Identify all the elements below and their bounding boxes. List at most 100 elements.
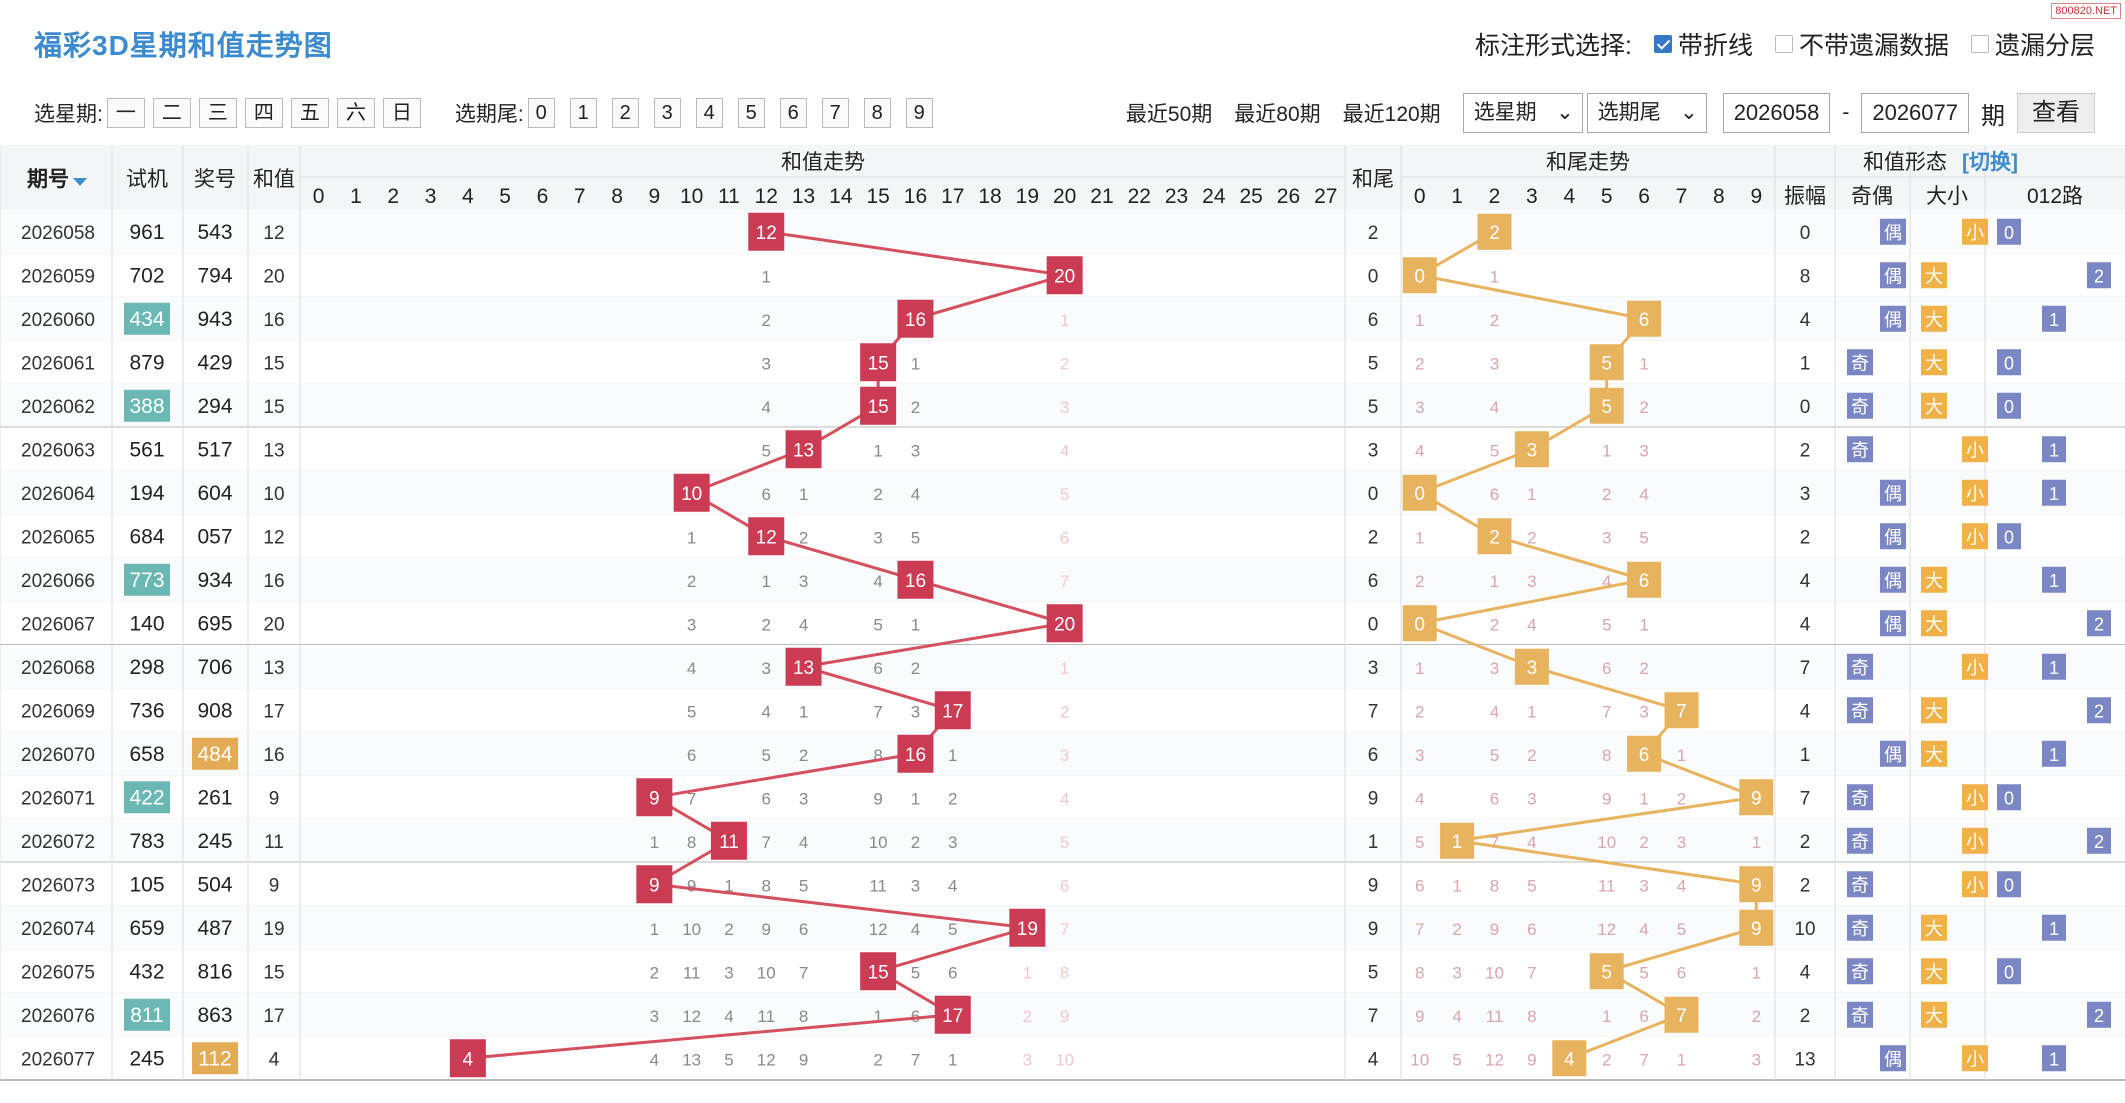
r012-badge bbox=[2087, 827, 2111, 854]
sum-miss: 11 bbox=[869, 876, 887, 895]
weekday-chip-4[interactable]: 五 bbox=[290, 98, 329, 128]
oe-badge-label: 奇 bbox=[1851, 397, 1869, 417]
query-button[interactable]: 查看 bbox=[2017, 93, 2095, 133]
oe-badge-label: 奇 bbox=[1851, 962, 1869, 982]
tail-miss: 1 bbox=[1602, 441, 1611, 460]
weekday-chip-1[interactable]: 二 bbox=[152, 98, 191, 128]
to-issue-input[interactable]: 2026077 bbox=[1861, 93, 1969, 133]
sum-miss: 5 bbox=[911, 528, 920, 547]
tail-value: 3 bbox=[1368, 440, 1379, 461]
recent-80-link[interactable]: 最近80期 bbox=[1234, 103, 1321, 126]
test-number: 879 bbox=[129, 351, 164, 374]
bs-badge-label: 大 bbox=[1925, 571, 1943, 591]
tail-chip-7[interactable]: 7 bbox=[821, 98, 849, 128]
tail-chip-0[interactable]: 0 bbox=[527, 98, 555, 128]
tail-ball-label: 1 bbox=[1452, 832, 1463, 853]
tail-ball bbox=[1514, 648, 1549, 685]
test-number: 783 bbox=[129, 830, 164, 853]
table-row bbox=[0, 688, 2125, 732]
tail-ball bbox=[1589, 344, 1624, 381]
r012-badge-label: 0 bbox=[2004, 353, 2014, 373]
tail-chip-3[interactable]: 3 bbox=[653, 98, 681, 128]
tail-select[interactable]: 选期尾 ⌄ bbox=[1586, 93, 1707, 133]
switch-link[interactable]: [切换] bbox=[1962, 150, 2018, 174]
weekday-chip-3[interactable]: 四 bbox=[244, 98, 283, 128]
tail-miss: 2 bbox=[1415, 702, 1424, 721]
tail-ball-label: 9 bbox=[1751, 919, 1762, 940]
tail-chip-5[interactable]: 5 bbox=[737, 98, 765, 128]
sum-value-header: 14 bbox=[829, 185, 853, 208]
r012-badge-label: 2 bbox=[2094, 701, 2104, 721]
tail-ball bbox=[1402, 257, 1437, 294]
oe-badge-label: 偶 bbox=[1884, 571, 1902, 591]
sum-miss: 8 bbox=[799, 1007, 808, 1026]
bs-badge bbox=[1921, 697, 1947, 724]
option-line[interactable]: 带折线 bbox=[1653, 26, 1753, 62]
win-number: 706 bbox=[197, 656, 232, 679]
sum-miss: 3 bbox=[948, 833, 957, 852]
tail-miss: 7 bbox=[1602, 702, 1611, 721]
option-no-miss[interactable]: 不带遗漏数据 bbox=[1774, 26, 1949, 62]
oe-badge bbox=[1847, 958, 1873, 985]
recent-50-link[interactable]: 最近50期 bbox=[1125, 103, 1213, 126]
table-row bbox=[0, 732, 2125, 776]
tail-chip-8[interactable]: 8 bbox=[863, 98, 891, 128]
tail-miss: 3 bbox=[1527, 789, 1536, 808]
tail-miss: 5 bbox=[1639, 963, 1648, 982]
option-layer[interactable]: 遗漏分层 bbox=[1970, 26, 2095, 62]
sort-desc-icon[interactable] bbox=[73, 178, 87, 186]
r012-badge bbox=[1997, 523, 2021, 550]
weekday-chip-0[interactable]: 一 bbox=[106, 98, 145, 128]
bs-badge-label: 小 bbox=[1966, 440, 1984, 460]
sum-miss: 8 bbox=[1060, 963, 1069, 982]
checkbox-icon[interactable] bbox=[1970, 35, 1989, 53]
tail-chip-1[interactable]: 1 bbox=[569, 98, 597, 128]
weekday-chip-5[interactable]: 六 bbox=[336, 98, 375, 128]
tail-ball bbox=[1664, 692, 1699, 729]
bs-badge bbox=[1921, 914, 1947, 941]
tail-miss: 4 bbox=[1415, 789, 1424, 808]
tail-chip-6[interactable]: 6 bbox=[779, 98, 807, 128]
sum-miss: 3 bbox=[1023, 1050, 1032, 1069]
weekday-chip-2[interactable]: 三 bbox=[198, 98, 237, 128]
weekday-chip-6[interactable]: 日 bbox=[382, 98, 421, 128]
amplitude: 2 bbox=[1800, 1006, 1811, 1027]
tail-miss: 1 bbox=[1752, 833, 1761, 852]
tail-miss: 6 bbox=[1677, 963, 1686, 982]
table-row bbox=[0, 645, 2125, 689]
tail-chip-2[interactable]: 2 bbox=[611, 98, 639, 128]
col-amp-header: 振幅 bbox=[1784, 185, 1826, 208]
week-select[interactable]: 选星期 ⌄ bbox=[1462, 93, 1583, 133]
recent-120-link[interactable]: 最近120期 bbox=[1342, 103, 1441, 126]
checkbox-icon[interactable] bbox=[1653, 35, 1672, 53]
checkbox-icon[interactable] bbox=[1774, 35, 1793, 53]
issue-cell: 2026073 bbox=[21, 875, 95, 896]
tail-chip-9[interactable]: 9 bbox=[905, 98, 933, 128]
oe-badge-label: 奇 bbox=[1851, 701, 1869, 721]
test-number: 702 bbox=[129, 264, 164, 287]
from-issue-input[interactable]: 2026058 bbox=[1722, 93, 1831, 133]
bs-badge bbox=[1921, 610, 1947, 637]
test-number: 245 bbox=[129, 1047, 164, 1070]
sum-miss: 2 bbox=[650, 963, 659, 982]
weekday-chips: 一二三四五六日 bbox=[106, 98, 429, 128]
sum-value: 15 bbox=[263, 397, 284, 418]
oe-badge bbox=[1880, 740, 1906, 767]
win-number: 504 bbox=[197, 873, 232, 896]
tail-chip-4[interactable]: 4 bbox=[695, 98, 723, 128]
col-issue-header[interactable]: 期号 bbox=[27, 168, 69, 191]
r012-badge bbox=[2042, 914, 2066, 941]
win-number: 943 bbox=[197, 308, 232, 331]
mark-mode-label: 标注形式选择: bbox=[1475, 32, 1632, 60]
tail-miss: 6 bbox=[1527, 920, 1536, 939]
test-highlight bbox=[124, 781, 170, 814]
r012-badge-label: 0 bbox=[2004, 397, 2014, 417]
tail-miss: 6 bbox=[1602, 659, 1611, 678]
sum-value: 17 bbox=[263, 701, 284, 722]
r012-badge bbox=[2042, 566, 2066, 593]
sum-miss: 11 bbox=[757, 1007, 775, 1026]
r012-badge bbox=[2087, 262, 2111, 289]
tail-miss: 10 bbox=[1597, 833, 1616, 852]
tail-miss: 5 bbox=[1490, 441, 1499, 460]
